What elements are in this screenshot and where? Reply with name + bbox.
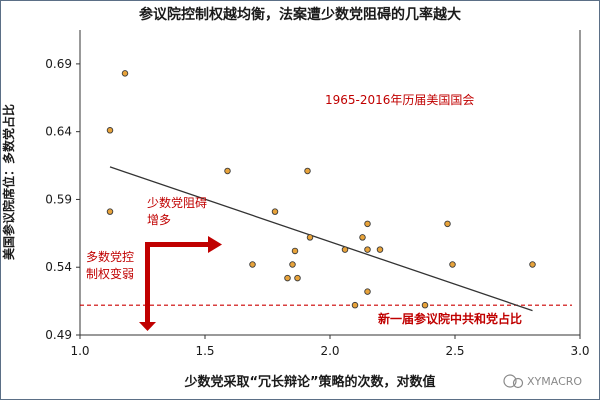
data-point — [224, 167, 231, 175]
y-tick-label: 0.49 — [45, 328, 72, 342]
data-point — [294, 274, 301, 282]
y-tick-label: 0.59 — [45, 192, 72, 206]
arrow-down-shaft — [145, 242, 150, 324]
trend-line — [109, 166, 533, 312]
reference-line-label: 新一届参议院中共和党占比 — [378, 311, 522, 326]
data-point — [449, 261, 456, 268]
data-point — [359, 234, 366, 241]
data-point — [364, 246, 371, 253]
x-tick-group: 1.0 1.5 2.0 2.5 3.0 — [70, 335, 590, 358]
y-tick-label: 0.64 — [45, 125, 72, 139]
y-axis-label: 美国参议院席位：多数党占比 — [1, 104, 16, 260]
chat-bubble-icon — [503, 374, 517, 388]
data-point — [249, 261, 256, 268]
minority-obstruction-arrow — [139, 236, 222, 331]
x-tick-label: 2.0 — [320, 344, 339, 358]
data-point — [376, 246, 384, 253]
data-point — [289, 261, 296, 268]
x-tick-label: 2.5 — [445, 344, 464, 358]
x-tick-label: 3.0 — [570, 344, 589, 358]
y-tick-group: 0.49 0.54 0.59 0.64 0.69 — [45, 57, 80, 342]
data-point — [106, 127, 114, 134]
watermark: XYMACRO — [503, 374, 582, 389]
chart-title: 参议院控制权越均衡，法案遭少数党阻碍的几率越大 — [139, 6, 461, 23]
data-point — [271, 208, 279, 215]
data-point — [364, 288, 371, 295]
data-point — [351, 301, 359, 309]
data-point — [106, 208, 114, 215]
control-label-line1: 多数党控 — [86, 249, 134, 264]
control-label-line2: 制权变弱 — [86, 266, 134, 281]
data-point — [364, 220, 371, 228]
data-point — [291, 247, 299, 255]
x-tick-label: 1.5 — [195, 344, 214, 358]
arrow-down-head — [139, 322, 156, 331]
watermark-text: XYMACRO — [527, 375, 582, 388]
data-point — [529, 261, 536, 268]
y-tick-label: 0.54 — [45, 260, 72, 274]
data-point — [444, 220, 451, 228]
data-point — [284, 274, 291, 282]
x-tick-label: 1.0 — [70, 344, 89, 358]
period-annotation: 1965-2016年历届美国国会 — [325, 93, 474, 107]
arrow-right-shaft — [145, 242, 209, 247]
data-points — [106, 70, 536, 309]
data-point — [304, 167, 311, 175]
data-point — [341, 246, 349, 253]
x-axis-label: 少数党采取“冗长辩论”策略的次数，对数值 — [183, 374, 435, 390]
chat-bubble-small-icon — [512, 377, 524, 389]
data-point — [421, 301, 429, 309]
data-point — [121, 70, 129, 77]
arrow-right-head — [208, 236, 222, 253]
data-point — [306, 234, 314, 241]
obstruction-label-line1: 少数党阻碍 — [147, 195, 207, 210]
obstruction-label-line2: 增多 — [147, 213, 171, 227]
y-tick-label: 0.69 — [45, 57, 72, 71]
